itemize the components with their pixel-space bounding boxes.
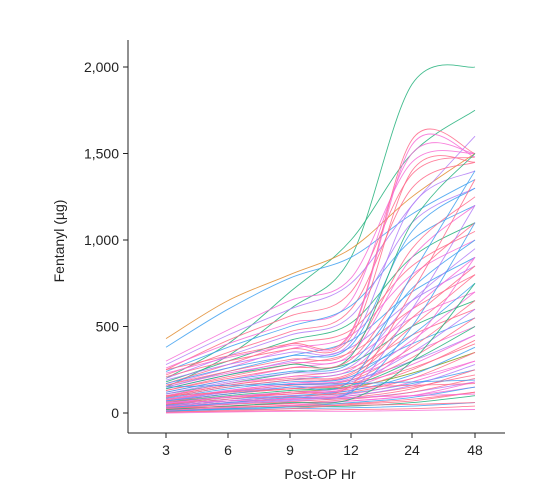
series-line xyxy=(165,64,476,388)
series-line xyxy=(165,222,476,391)
x-tick-label: 48 xyxy=(467,442,483,458)
series-line xyxy=(165,274,476,398)
x-axis-title: Post-OP Hr xyxy=(284,466,356,482)
series-line xyxy=(165,222,476,383)
series-line xyxy=(165,239,476,393)
x-tick-label: 3 xyxy=(162,442,170,458)
series-line xyxy=(165,326,476,404)
series-line xyxy=(165,179,476,348)
series-line xyxy=(165,153,476,339)
series-line xyxy=(165,391,476,413)
x-axis-ticks: 3 6 9 12 24 48 xyxy=(162,433,483,458)
series-line xyxy=(165,379,476,388)
y-tick-label: 0 xyxy=(111,405,119,421)
x-tick-label: 12 xyxy=(343,442,359,458)
y-tick-label: 1,000 xyxy=(84,232,119,248)
series-line xyxy=(165,283,476,410)
series-line xyxy=(165,153,476,390)
x-tick-label: 6 xyxy=(224,442,232,458)
y-tick-label: 500 xyxy=(96,319,120,335)
series-line xyxy=(165,402,476,409)
series-line xyxy=(165,142,476,369)
y-axis-ticks: 0 500 1,000 1,500 2,000 xyxy=(84,59,128,421)
series-line xyxy=(165,187,476,379)
series-line xyxy=(165,196,476,386)
x-tick-label: 24 xyxy=(404,442,420,458)
series-line xyxy=(165,386,476,412)
series-line xyxy=(165,222,476,409)
series-line xyxy=(165,155,476,378)
series-curves xyxy=(165,64,476,414)
series-line xyxy=(165,205,476,372)
y-tick-label: 1,500 xyxy=(84,146,119,162)
series-line xyxy=(165,205,476,388)
series-line xyxy=(165,128,476,371)
y-axis-title: Fentanyl (µg) xyxy=(51,200,67,283)
series-line xyxy=(165,170,476,381)
series-line xyxy=(165,161,476,376)
x-tick-label: 9 xyxy=(286,442,294,458)
series-line xyxy=(165,282,476,399)
series-line xyxy=(165,133,476,374)
series-line xyxy=(165,409,476,414)
series-line xyxy=(165,393,476,404)
y-tick-label: 2,000 xyxy=(84,59,119,75)
series-line xyxy=(165,274,476,391)
series-line xyxy=(165,405,476,413)
series-line xyxy=(165,179,476,405)
series-line xyxy=(165,205,476,407)
series-line xyxy=(165,291,476,400)
series-line xyxy=(165,257,476,404)
series-line xyxy=(165,150,476,362)
series-line xyxy=(165,369,476,410)
series-line xyxy=(165,187,476,385)
series-line xyxy=(165,170,476,402)
series-line xyxy=(165,402,476,412)
series-line xyxy=(165,383,476,397)
series-line xyxy=(165,156,476,371)
series-line xyxy=(165,256,476,397)
